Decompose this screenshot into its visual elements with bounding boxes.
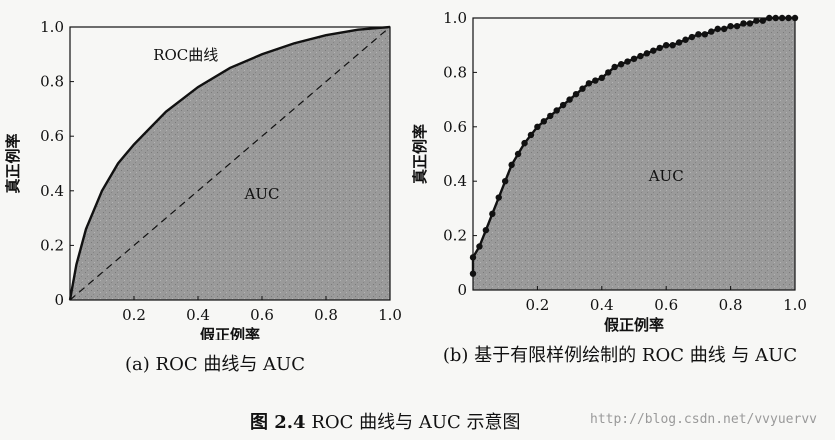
curve-point	[772, 14, 779, 22]
x-tick-label: 0.6	[250, 306, 274, 324]
curve-point	[695, 31, 702, 38]
curve-point	[733, 22, 741, 30]
curve-point	[701, 31, 709, 38]
curve-point	[791, 14, 799, 22]
x-axis-label: 假正例率	[604, 316, 664, 334]
plot-frame	[472, 17, 796, 291]
auc-area	[473, 18, 795, 290]
curve-point	[521, 139, 528, 147]
random-guess-line	[69, 26, 391, 301]
figure-caption-text: ROC 曲线与 AUC 示意图	[311, 412, 521, 433]
y-axis-label: 真正例率	[4, 133, 22, 193]
y-tick-label: 0.2	[40, 236, 64, 254]
curve-point	[592, 77, 599, 84]
auc-label: AUC	[648, 167, 684, 185]
auc-label: AUC	[244, 185, 280, 203]
roc-curve-label: ROC曲线	[153, 46, 218, 64]
curve-point	[547, 112, 554, 120]
curve-point	[727, 22, 734, 30]
figure-number: 图 2.4	[250, 412, 306, 433]
curve-point	[746, 20, 754, 27]
y-tick-label: 1.0	[443, 9, 467, 27]
curve-point	[489, 210, 496, 218]
curve-point	[778, 14, 786, 22]
curve-point	[682, 36, 689, 43]
y-tick-label: 0.4	[443, 172, 467, 190]
x-tick-label: 0.4	[186, 306, 210, 324]
y-tick-label: 0.8	[443, 63, 467, 81]
roc-curve	[471, 16, 795, 274]
y-tick-label: 0	[457, 281, 467, 299]
y-tick-label: 0	[54, 291, 64, 309]
curve-point	[559, 101, 567, 109]
subcaption-b: (b) 基于有限样例绘制的 ROC 曲线 与 AUC	[442, 345, 798, 366]
curve-point	[605, 69, 612, 76]
curve-point	[527, 131, 535, 139]
curve-point	[598, 74, 605, 82]
curve-point	[508, 161, 515, 169]
y-tick-label: 0.6	[40, 127, 64, 145]
curve-point	[630, 55, 638, 62]
curve-point	[650, 47, 657, 54]
x-tick-label: 1.0	[783, 296, 807, 314]
chart-panel-b: 0.2 0.4 0.6 0.8 1.0 0 0.2 0.4 0.6 0.8 1.0 假正例率 真正例率 A…	[410, 0, 835, 340]
x-axis-label: 假正例率	[200, 326, 260, 340]
curve-point	[740, 20, 747, 27]
curve-point	[720, 25, 728, 33]
curve-point	[469, 254, 477, 261]
curve-point	[585, 80, 593, 87]
chart-panel-a: 0.2 0.4 0.6 0.8 1.0 0 0.2 0.4 0.6 0.8 1.0 假正例率 真正例率 R…	[0, 0, 420, 340]
y-tick-label: 0.6	[443, 118, 467, 136]
x-tick-label: 0.4	[590, 296, 614, 314]
y-axis-label: 真正例率	[411, 124, 429, 184]
x-tick-label: 0.8	[314, 306, 338, 324]
curve-point	[495, 194, 502, 201]
y-tick-label: 0.4	[40, 182, 64, 200]
plot-frame	[69, 26, 391, 301]
curve-point	[553, 107, 560, 114]
curve-point	[688, 33, 696, 41]
curve-point	[675, 39, 683, 46]
curve-point	[611, 63, 618, 71]
curve-point	[502, 178, 509, 185]
subcaption-a: (a) ROC 曲线与 AUC	[125, 354, 305, 375]
curve-point	[469, 270, 477, 277]
curve-point	[643, 50, 651, 57]
curve-point	[624, 58, 631, 65]
x-tick-label: 0.2	[525, 296, 549, 314]
curve-point	[766, 14, 773, 22]
curve-point	[656, 44, 663, 52]
curve-point	[540, 118, 548, 125]
curve-point	[637, 52, 644, 60]
curve-point	[514, 150, 522, 158]
watermark-text: http://blog.csdn.net/vvyuervv	[590, 412, 817, 427]
roc-chart-a: 0.2 0.4 0.6 0.8 1.0 0 0.2 0.4 0.6 0.8 1.0 假正例率 真正例率 R…	[4, 18, 402, 340]
curve-point	[482, 226, 490, 234]
curve-point	[714, 25, 721, 33]
curve-point	[534, 123, 541, 130]
roc-chart-b: 0.2 0.4 0.6 0.8 1.0 0 0.2 0.4 0.6 0.8 1.0 假正例率 真正例率 A…	[411, 9, 807, 334]
curve-point	[753, 17, 760, 24]
curve-point	[572, 90, 580, 98]
y-tick-label: 1.0	[40, 18, 64, 36]
x-tick-label: 0.6	[654, 296, 678, 314]
y-tick-label: 0.8	[40, 73, 64, 91]
curve-point	[785, 14, 792, 22]
curve-point	[708, 28, 715, 35]
curve-point	[663, 42, 670, 49]
curve-point	[579, 85, 586, 92]
x-tick-label: 0.2	[122, 306, 146, 324]
y-tick-label: 0.2	[443, 227, 467, 245]
curve-point	[759, 17, 766, 24]
x-tick-label: 0.8	[719, 296, 743, 314]
roc-curve	[68, 25, 391, 301]
figure-caption: 图 2.4 ROC 曲线与 AUC 示意图	[250, 408, 521, 434]
curve-point	[476, 243, 483, 250]
curve-point	[566, 96, 573, 103]
curve-point	[617, 61, 625, 68]
x-tick-label: 1.0	[378, 306, 402, 324]
curve-point	[669, 42, 676, 49]
